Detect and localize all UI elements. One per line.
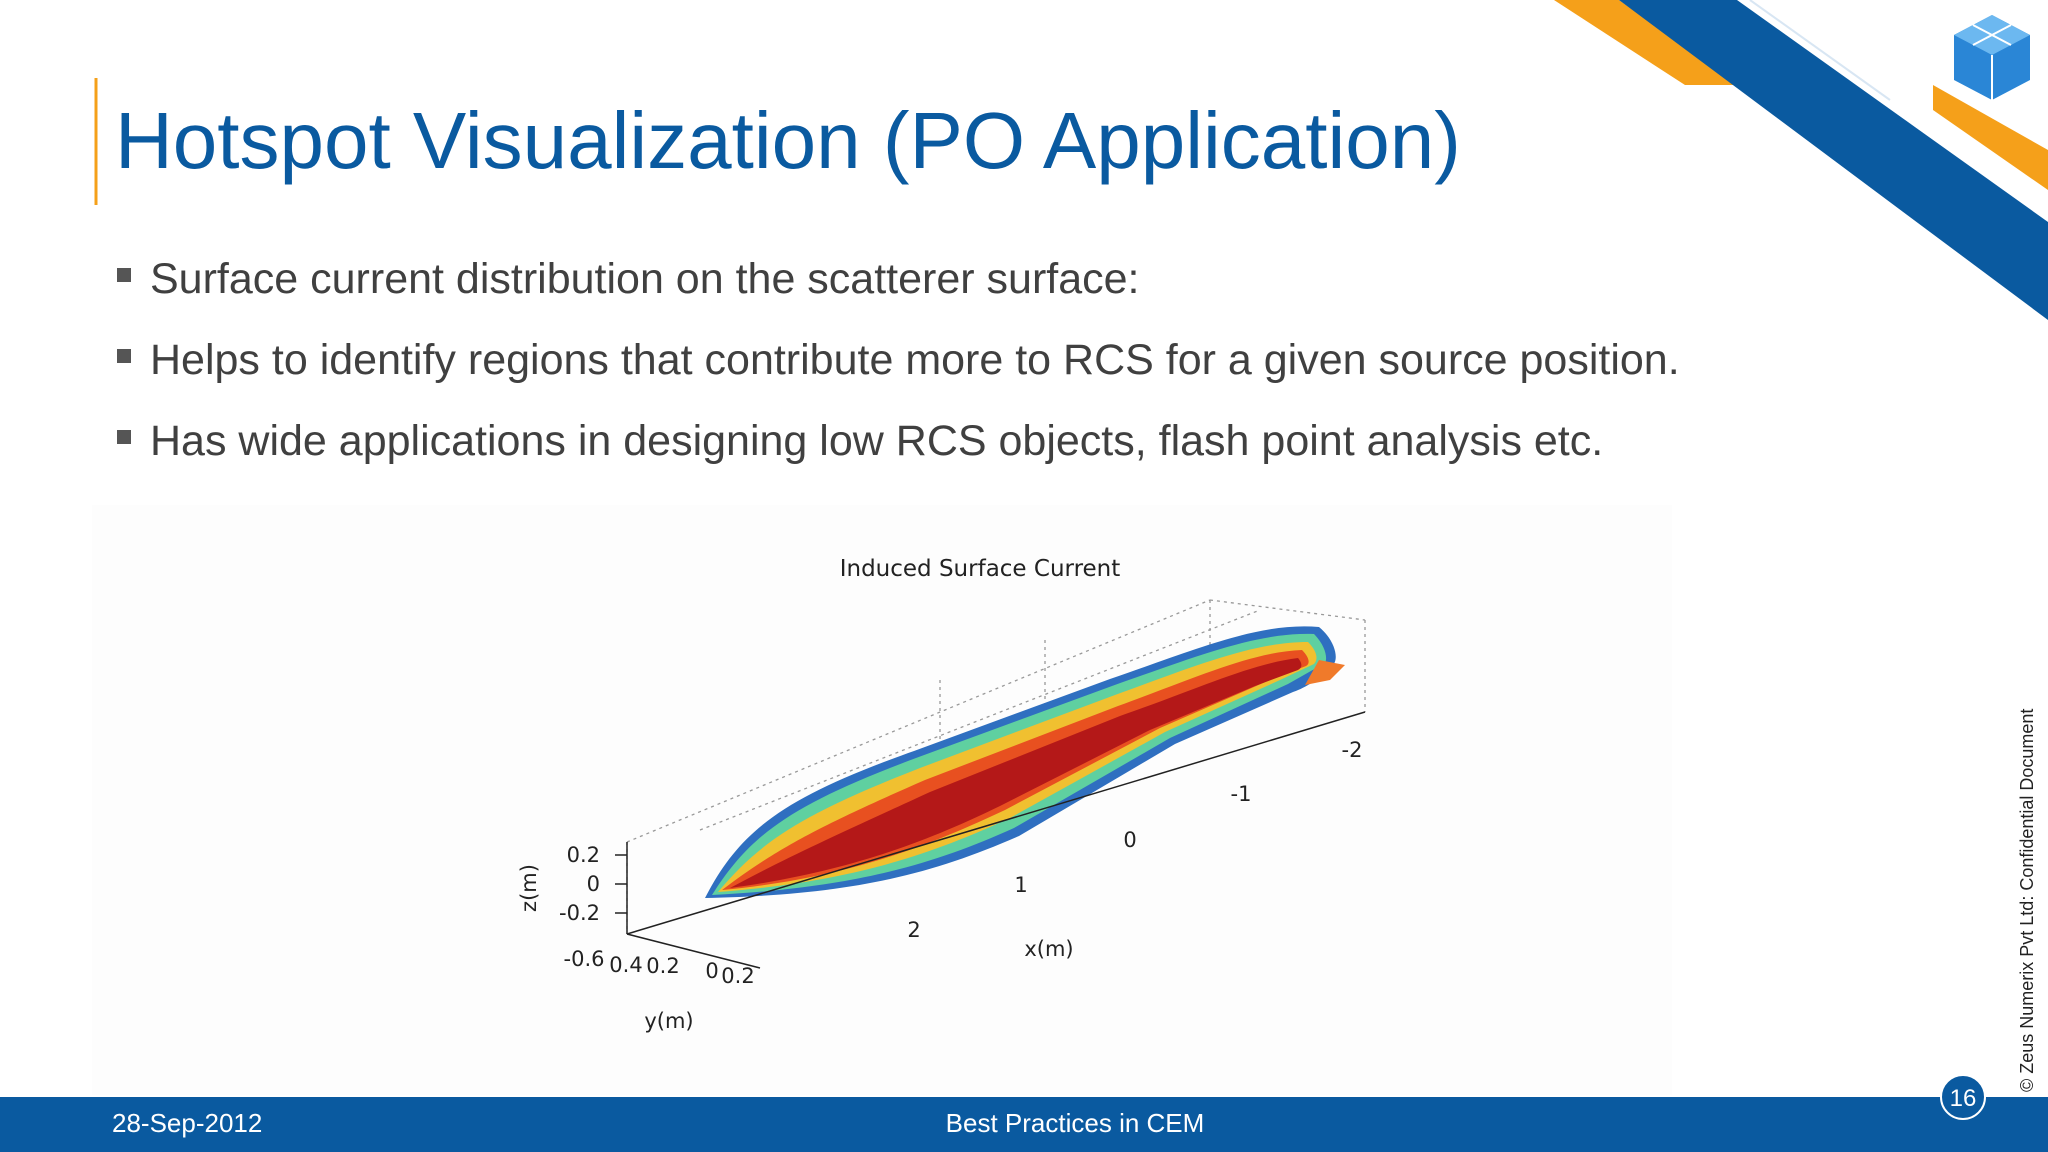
footer-title: Best Practices in CEM	[946, 1108, 1205, 1138]
decor-orange	[1933, 85, 2048, 190]
bullet: Has wide applications in designing low R…	[150, 417, 1603, 465]
y-tick-label: 0.4	[609, 953, 642, 977]
z-tick-label: -0.2	[559, 901, 600, 925]
x-tick-label: 0	[1123, 828, 1136, 852]
hull-tail	[1305, 660, 1345, 685]
title: Hotspot Visualization (PO Application)	[115, 96, 1461, 185]
y-tick-label: 0.2	[721, 964, 754, 988]
z-axis-label: z(m)	[517, 864, 541, 912]
z-tick-label: 0.2	[567, 843, 600, 867]
page-badge	[1940, 1074, 1986, 1120]
y-axis-label: y(m)	[644, 1009, 693, 1033]
axes	[615, 711, 1366, 969]
side-note: © Zeus Numerix Pvt Ltd: Confidential Doc…	[2017, 709, 2037, 1092]
decor-line	[1749, 0, 1891, 101]
bullet-marker	[117, 430, 131, 444]
page-number: 16	[1950, 1085, 1977, 1112]
bullet-marker	[117, 268, 131, 282]
bullet-marker	[117, 349, 131, 363]
hull-core	[730, 658, 1302, 888]
decor-orange	[1554, 0, 1737, 85]
x-tick-label: -2	[1342, 738, 1363, 762]
x-tick-label: -1	[1231, 782, 1252, 806]
bullet: Helps to identify regions that contribut…	[150, 336, 1680, 384]
figure: Induced Surface Current 0.2 0 -0.2 z(m) …	[92, 505, 1672, 1095]
bullet: Surface current distribution on the scat…	[150, 255, 1139, 303]
x-tick-label: 1	[1014, 873, 1027, 897]
x-axis-label: x(m)	[1024, 937, 1073, 961]
decor-blue	[1619, 0, 2048, 320]
logo-cube	[1954, 15, 2030, 100]
figure-title: Induced Surface Current	[840, 556, 1121, 582]
y-tick-label: 0.2	[646, 954, 679, 978]
footer-bar	[0, 1097, 2048, 1152]
y-tick-label: 0	[705, 959, 718, 983]
y-tick-label: -0.6	[564, 947, 605, 971]
z-tick-label: 0	[587, 872, 600, 896]
x-tick-label: 2	[907, 918, 920, 942]
footer-date: 28-Sep-2012	[112, 1108, 262, 1138]
